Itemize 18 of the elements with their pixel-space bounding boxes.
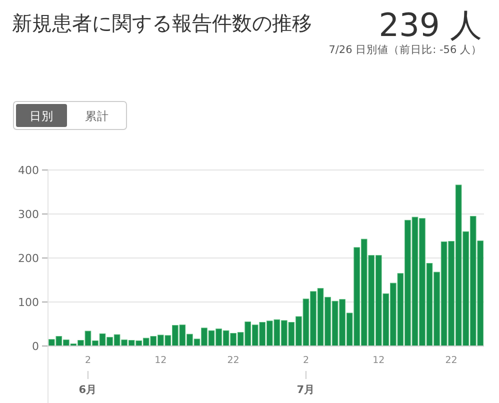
x-tick-label: 12	[154, 355, 167, 366]
y-tick-label: 400	[18, 164, 39, 177]
chart-subtitle: 7/26 日別値（前日比: -56 人）	[328, 43, 482, 56]
y-tick-label: 100	[18, 296, 39, 309]
text: 7月	[296, 384, 316, 396]
y-tick-label: 300	[18, 208, 39, 221]
text: 6月	[78, 384, 98, 396]
text: 239 人	[378, 6, 482, 44]
x-tick-label: 2	[302, 355, 309, 366]
x-tick-label: 22	[227, 355, 240, 366]
x-tick-label: 2	[84, 355, 91, 366]
text: 累計	[85, 109, 109, 123]
chart-title: 新規患者に関する報告件数の推移	[12, 11, 312, 35]
text: 日別	[30, 109, 54, 123]
y-tick-label: 200	[18, 252, 39, 265]
x-tick-label: 12	[372, 355, 385, 366]
y-tick-label: 0	[32, 340, 39, 353]
x-tick-label: 22	[445, 355, 458, 366]
